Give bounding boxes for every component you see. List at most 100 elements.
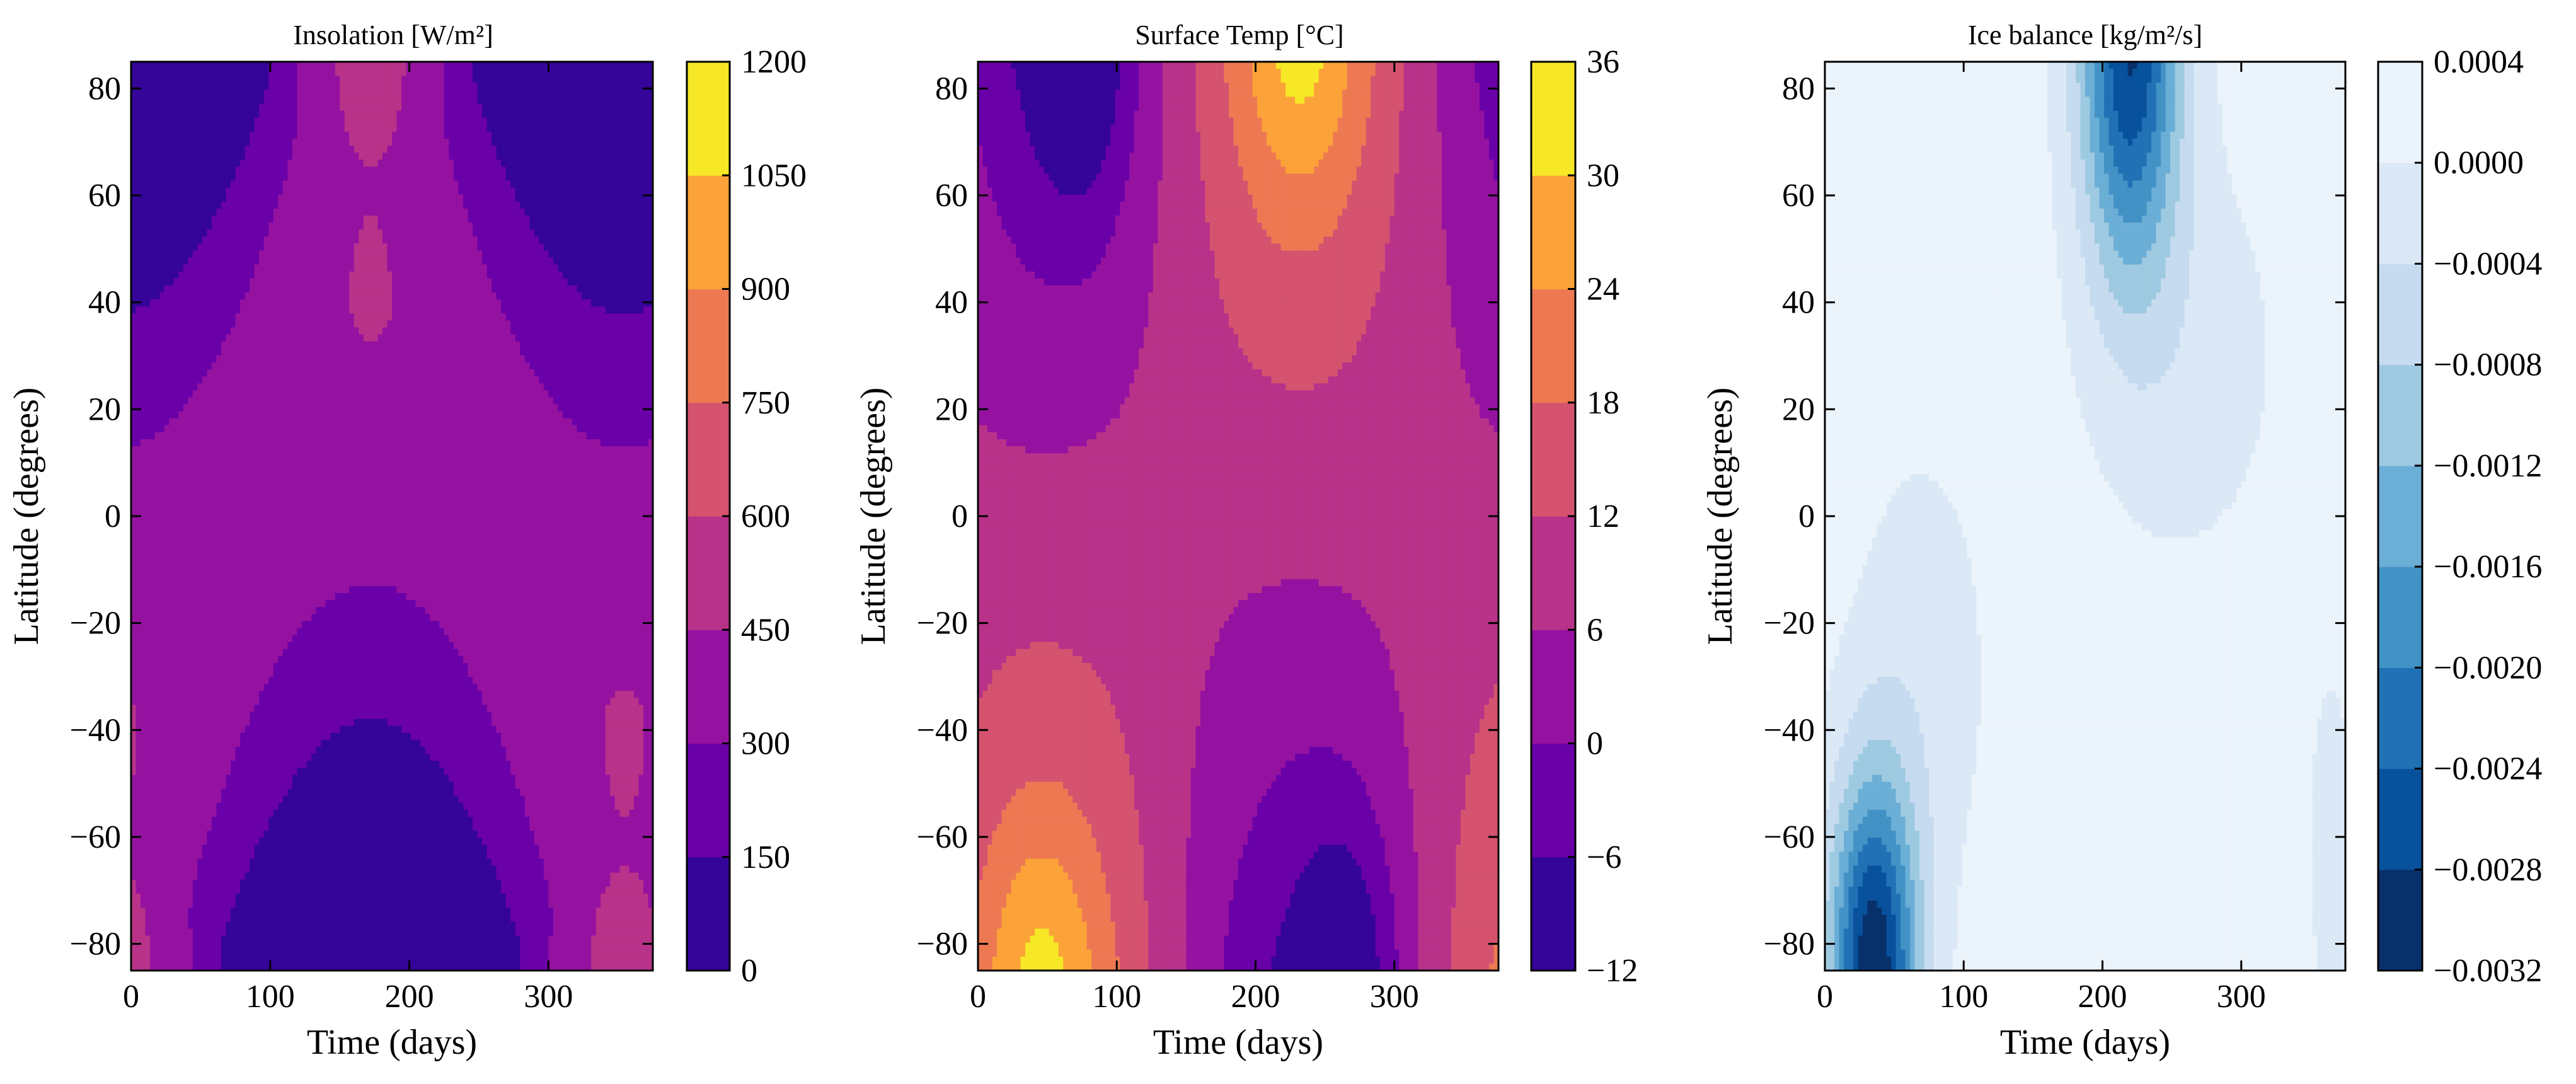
- contour-cell: [278, 131, 284, 139]
- contour-cell: [197, 761, 203, 769]
- contour-cell: [188, 474, 193, 482]
- contour-cell: [278, 355, 284, 363]
- contour-cell: [287, 474, 293, 482]
- contour-cell: [178, 712, 184, 720]
- contour-cell: [207, 642, 212, 650]
- contour-cell: [259, 802, 265, 810]
- contour-cell: [211, 691, 217, 699]
- contour-cell: [235, 313, 241, 321]
- contour-cell: [145, 655, 151, 664]
- contour-cell: [188, 788, 193, 797]
- contour-cell: [183, 670, 189, 678]
- contour-cell: [164, 69, 170, 76]
- contour-cell: [254, 572, 260, 580]
- contour-cell: [183, 488, 189, 496]
- contour-cell: [244, 236, 250, 245]
- contour-cell: [278, 928, 284, 937]
- contour-cell: [282, 110, 289, 118]
- contour-cell: [254, 565, 260, 573]
- contour-cell: [259, 257, 265, 265]
- contour-cell: [301, 146, 308, 153]
- contour-cell: [145, 432, 151, 440]
- contour-cell: [145, 845, 151, 853]
- contour-cell: [159, 229, 165, 238]
- contour-cell: [287, 914, 293, 923]
- contour-cell: [268, 718, 274, 727]
- contour-cell: [244, 537, 250, 545]
- contour-cell: [173, 698, 180, 706]
- contour-cell: [211, 725, 217, 734]
- contour-cell: [301, 572, 308, 580]
- contour-cell: [306, 677, 312, 685]
- contour-cell: [173, 383, 180, 391]
- contour-cell: [154, 858, 160, 867]
- contour-cell: [145, 809, 151, 817]
- contour-cell: [207, 502, 212, 510]
- contour-cell: [244, 425, 250, 433]
- contour-cell: [141, 216, 146, 223]
- contour-cell: [192, 139, 198, 146]
- contour-cell: [306, 858, 312, 867]
- contour-cell: [240, 677, 246, 685]
- contour-cell: [131, 747, 137, 754]
- contour-cell: [164, 201, 170, 209]
- contour-cell: [131, 362, 137, 370]
- contour-cell: [192, 858, 198, 867]
- contour-cell: [259, 579, 265, 587]
- contour-cell: [173, 313, 180, 321]
- contour-cell: [235, 446, 241, 454]
- contour-cell: [178, 831, 184, 839]
- contour-cell: [240, 348, 246, 356]
- contour-cell: [268, 96, 274, 105]
- contour-cell: [273, 831, 279, 839]
- contour-cell: [268, 831, 274, 839]
- contour-cell: [278, 621, 284, 629]
- contour-cell: [135, 544, 141, 552]
- contour-cell: [154, 257, 160, 265]
- contour-cell: [292, 131, 298, 139]
- contour-cell: [169, 544, 175, 552]
- contour-cell: [292, 376, 298, 384]
- contour-cell: [231, 516, 236, 524]
- contour-cell: [159, 908, 165, 916]
- contour-cell: [268, 544, 274, 552]
- contour-cell: [135, 334, 141, 342]
- contour-cell: [263, 222, 270, 231]
- contour-cell: [244, 474, 250, 482]
- contour-cell: [287, 348, 293, 356]
- contour-cell: [197, 893, 203, 901]
- contour-cell: [202, 747, 208, 754]
- contour-cell: [188, 908, 193, 916]
- contour-cell: [268, 404, 274, 412]
- contour-cell: [141, 698, 146, 706]
- contour-cell: [216, 921, 222, 930]
- contour-cell: [178, 166, 184, 175]
- contour-cell: [141, 725, 146, 734]
- contour-cell: [254, 865, 260, 874]
- contour-cell: [240, 208, 246, 216]
- contour-cell: [197, 768, 203, 776]
- contour-cell: [202, 327, 208, 335]
- contour-cell: [254, 327, 260, 335]
- contour-cell: [216, 739, 222, 747]
- contour-cell: [287, 334, 293, 342]
- contour-cell: [135, 872, 141, 880]
- contour-cell: [183, 481, 189, 489]
- contour-cell: [192, 851, 198, 860]
- contour-cell: [150, 411, 156, 419]
- contour-cell: [131, 879, 137, 887]
- contour-cell: [211, 928, 217, 937]
- contour-cell: [211, 153, 217, 161]
- contour-cell: [154, 76, 160, 84]
- contour-cell: [159, 809, 165, 817]
- contour-cell: [197, 942, 203, 950]
- contour-cell: [250, 250, 255, 258]
- contour-cell: [216, 725, 222, 734]
- contour-cell: [197, 208, 203, 216]
- contour-cell: [231, 928, 236, 937]
- contour-cell: [150, 516, 156, 524]
- contour-cell: [188, 383, 193, 391]
- contour-cell: [273, 124, 279, 132]
- contour-cell: [159, 949, 165, 957]
- contour-cell: [159, 236, 165, 245]
